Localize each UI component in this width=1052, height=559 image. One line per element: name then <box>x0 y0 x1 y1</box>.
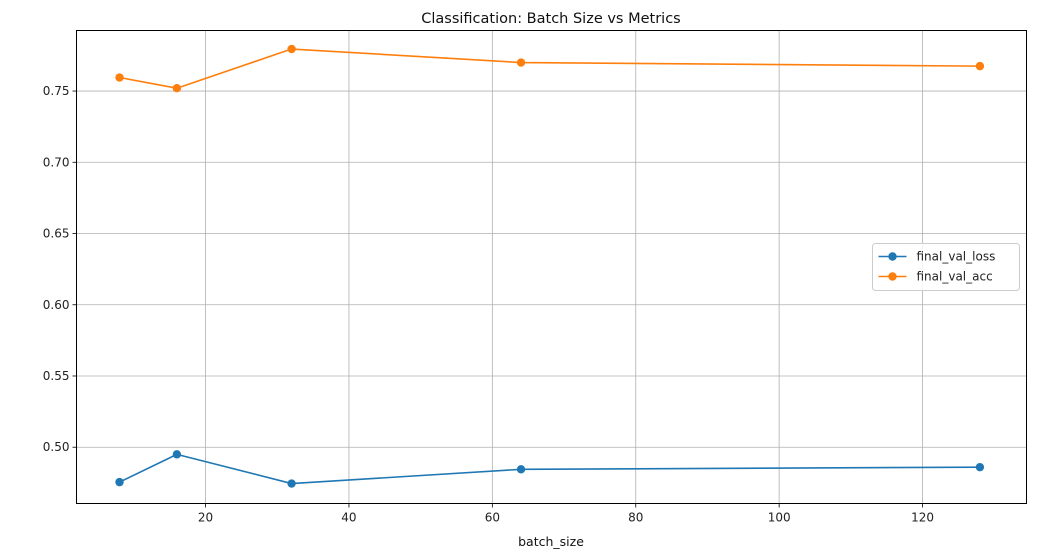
x-axis: 20 40 60 80 100 120 <box>198 503 934 525</box>
grid <box>76 30 1027 504</box>
x-tick-label: 20 <box>198 511 213 525</box>
legend-marker-final_val_acc <box>888 272 897 281</box>
data-point-final_val_loss <box>287 479 296 488</box>
y-tick-label: 0.55 <box>43 369 70 383</box>
y-tick-label: 0.70 <box>43 155 70 169</box>
y-tick-label: 0.75 <box>43 84 70 98</box>
x-tick-label: 100 <box>768 511 791 525</box>
data-point-final_val_acc <box>287 44 296 54</box>
data-point-final_val_loss <box>975 462 985 472</box>
y-tick-label: 0.65 <box>43 227 70 241</box>
y-axis: 0.50 0.55 0.60 0.65 0.70 0.75 <box>43 84 77 454</box>
data-point-final_val_loss <box>115 477 124 487</box>
legend-marker-final_val_loss <box>888 252 897 261</box>
data-point-final_val_acc <box>975 61 985 71</box>
chart-title: Classification: Batch Size vs Metrics <box>421 11 680 27</box>
x-axis-label: batch_size <box>518 534 584 549</box>
data-point-final_val_acc <box>172 84 182 93</box>
y-tick-label: 0.50 <box>43 440 70 454</box>
x-tick-label: 80 <box>628 511 643 525</box>
data-point-final_val_loss <box>516 465 526 474</box>
data-point-final_val_acc <box>115 73 124 82</box>
data-point-final_val_loss <box>172 450 182 459</box>
x-tick-label: 120 <box>911 511 934 525</box>
data-point-final_val_acc <box>516 58 526 67</box>
legend: final_val_loss final_val_acc <box>872 243 1020 291</box>
x-tick-label: 40 <box>341 511 356 525</box>
legend-label-final_val_loss: final_val_loss <box>917 250 996 264</box>
y-tick-label: 0.60 <box>43 298 70 312</box>
legend-label-final_val_acc: final_val_acc <box>917 270 993 284</box>
legend-box <box>872 243 1020 291</box>
plot-frame <box>76 30 1027 504</box>
series-layer <box>115 44 985 488</box>
x-tick-label: 60 <box>485 511 500 525</box>
